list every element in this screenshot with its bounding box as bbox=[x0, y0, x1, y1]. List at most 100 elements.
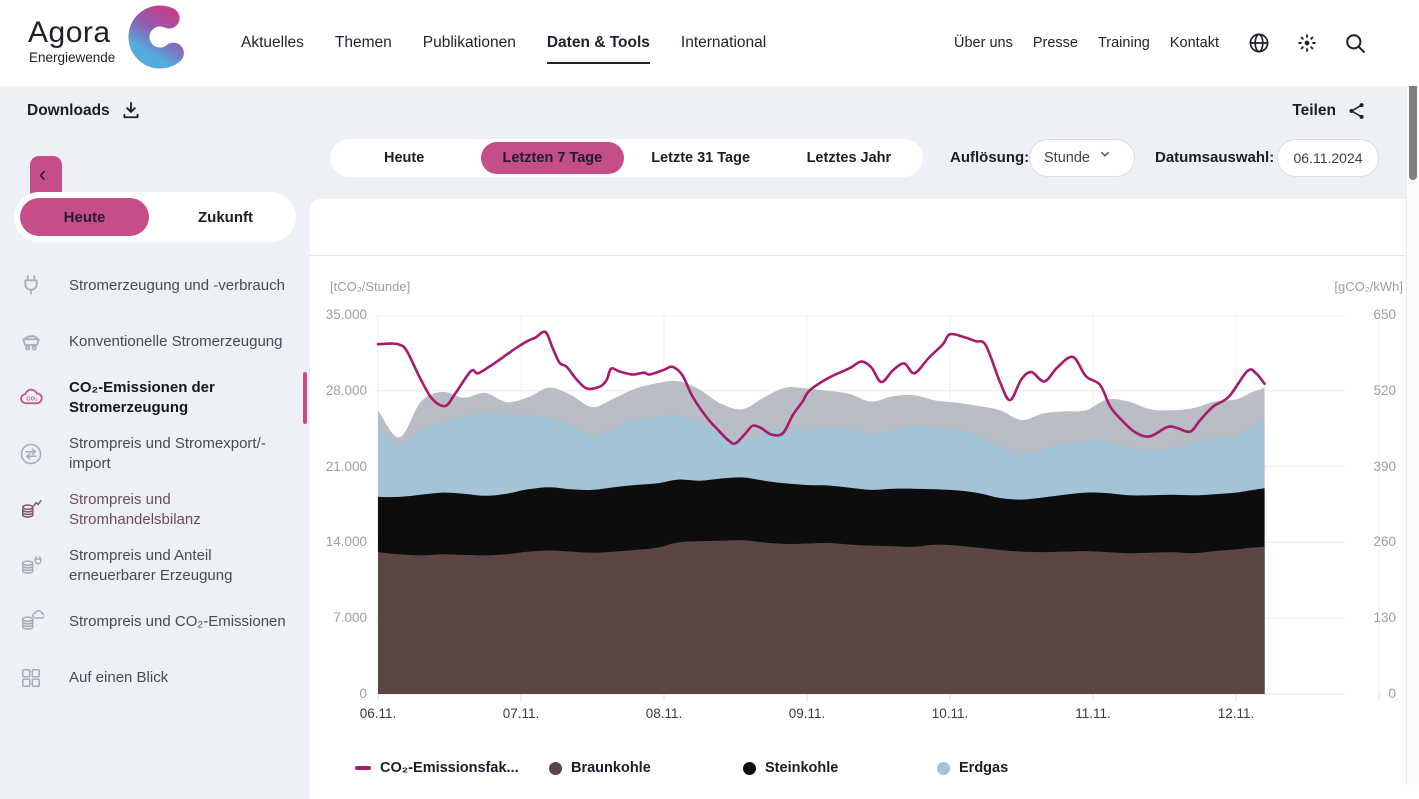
vertical-scrollbar[interactable] bbox=[1406, 0, 1419, 785]
downloads-button[interactable]: Downloads bbox=[27, 100, 142, 122]
brightness-icon[interactable] bbox=[1295, 31, 1319, 55]
main-nav: Aktuelles Themen Publikationen Daten & Tool… bbox=[241, 0, 766, 86]
sidebar-item-co2-emissionen-der-stromerzeugung[interactable]: CO₂ CO₂-Emissionen der Stromerzeugung bbox=[18, 372, 307, 424]
sidebar-item-strompreis-und-anteil-erneuerbarer-erzeugung[interactable]: Strompreis und Anteil erneuerbarer Erzeu… bbox=[18, 546, 307, 586]
left-axis-tick: 21.000 bbox=[325, 458, 367, 474]
nav-item-presse[interactable]: Presse bbox=[1032, 35, 1078, 51]
right-axis-tick: 0 bbox=[1388, 686, 1396, 701]
date-picker-label: Datumsauswahl: bbox=[1155, 149, 1275, 166]
coins-cloud-icon bbox=[18, 609, 44, 635]
sidebar-item-label: Konventionelle Stromerzeugung bbox=[69, 333, 283, 350]
x-axis-tick: 09.11. bbox=[788, 706, 826, 721]
cart-icon bbox=[18, 329, 44, 355]
line-series-co2-emissionsfaktor bbox=[376, 330, 1266, 445]
today-future-toggle: Heute Zukunft bbox=[14, 192, 296, 242]
downloads-label: Downloads bbox=[27, 102, 110, 119]
nav-item-training[interactable]: Training bbox=[1097, 35, 1150, 51]
date-picker-input[interactable]: 06.11.2024 bbox=[1277, 139, 1379, 177]
area-series-braunkohle bbox=[378, 540, 1265, 694]
nav-item-publikationen[interactable]: Publikationen bbox=[422, 34, 516, 51]
sidebar-item-label: Stromerzeugung und -verbrauch bbox=[69, 277, 285, 294]
right-axis-tick: 520 bbox=[1373, 382, 1396, 398]
exchange-icon bbox=[18, 441, 44, 467]
x-axis-tick: 12.11. bbox=[1217, 706, 1255, 721]
share-label: Teilen bbox=[1292, 102, 1336, 119]
legend-label: Braunkohle bbox=[571, 760, 651, 776]
chevron-left-icon bbox=[35, 168, 57, 190]
legend-item-co2-emissionsfak[interactable]: CO₂-Emissionsfak... bbox=[355, 760, 549, 776]
nav-item-kontakt[interactable]: Kontakt bbox=[1169, 35, 1219, 51]
right-axis-tick: 390 bbox=[1373, 458, 1396, 474]
left-axis-tick: 35.000 bbox=[325, 307, 367, 322]
globe-icon[interactable] bbox=[1247, 31, 1271, 55]
sidebar-nav: Stromerzeugung und -verbrauch Konventione… bbox=[18, 266, 307, 698]
nav-item-themen[interactable]: Themen bbox=[334, 34, 392, 51]
left-axis-tick: 0 bbox=[359, 686, 367, 701]
sidebar-item-konventionelle-stromerzeugung[interactable]: Konventionelle Stromerzeugung bbox=[18, 322, 307, 362]
right-axis-unit: [gCO₂/kWh] bbox=[1334, 279, 1403, 294]
header-icon-buttons bbox=[1247, 0, 1367, 86]
sidebar-item-strompreis-und-co2-emissionen[interactable]: Strompreis und CO₂-Emissionen bbox=[18, 602, 307, 642]
grid-icon bbox=[18, 665, 44, 691]
search-icon[interactable] bbox=[1343, 31, 1367, 55]
x-axis-tick: 11.11. bbox=[1075, 706, 1111, 721]
sidebar-item-strompreis-und-stromexport-import[interactable]: Strompreis und Stromexport/-import bbox=[18, 434, 307, 474]
card-divider bbox=[310, 255, 1419, 256]
legend-item-braunkohle[interactable]: Braunkohle bbox=[549, 760, 743, 776]
nav-item-aktuelles[interactable]: Aktuelles bbox=[241, 34, 304, 51]
range-tab-letztes-jahr[interactable]: Letztes Jahr bbox=[806, 150, 892, 166]
sidebar-item-strompreis-und-stromhandelsbilanz[interactable]: Strompreis und Stromhandelsbilanz bbox=[18, 490, 307, 530]
sidebar-item-label: Strompreis und CO₂-Emissionen bbox=[69, 613, 286, 630]
range-tab-letzten-7-tage[interactable]: Letzten 7 Tage bbox=[481, 142, 624, 174]
nav-item-daten-tools[interactable]: Daten & Tools bbox=[546, 30, 650, 64]
toggle-heute[interactable]: Heute bbox=[20, 198, 149, 236]
scrollbar-thumb[interactable] bbox=[1409, 78, 1417, 180]
toggle-zukunft[interactable]: Zukunft bbox=[198, 208, 253, 226]
resolution-select[interactable]: Stunde bbox=[1029, 139, 1135, 177]
share-button[interactable]: Teilen bbox=[1292, 100, 1368, 122]
coins-plug-icon bbox=[18, 553, 44, 579]
legend-dot-swatch bbox=[937, 761, 950, 775]
legend-line-swatch bbox=[355, 765, 371, 771]
logo-subtitle: Energiewende bbox=[29, 50, 116, 65]
agora-logo-mark[interactable] bbox=[127, 4, 193, 75]
plug-icon bbox=[18, 273, 44, 299]
chevron-down-icon bbox=[1098, 147, 1120, 169]
range-tab-letzte-31-tage[interactable]: Letzte 31 Tage bbox=[651, 150, 751, 166]
legend-item-erdgas[interactable]: Erdgas bbox=[937, 760, 1131, 776]
co2-emissions-chart[interactable] bbox=[375, 314, 1400, 707]
co2-cloud-icon: CO₂ bbox=[18, 385, 44, 411]
sidebar-item-stromerzeugung-und-verbrauch[interactable]: Stromerzeugung und -verbrauch bbox=[18, 266, 307, 306]
x-axis-tick: 06.11. bbox=[359, 706, 397, 721]
left-axis-tick: 28.000 bbox=[325, 382, 367, 398]
x-axis-tick: 07.11. bbox=[502, 706, 540, 721]
left-axis-tick: 7.000 bbox=[333, 610, 367, 626]
time-range-tabs: Heute Letzten 7 Tage Letzte 31 Tage Letztes… bbox=[330, 139, 923, 177]
sidebar-item-label: Strompreis und Anteil erneuerbarer Erzeu… bbox=[69, 547, 233, 584]
left-axis-tick: 14.000 bbox=[325, 534, 367, 550]
left-axis-unit: [tCO₂/Stunde] bbox=[330, 279, 411, 294]
secondary-nav: Über uns Presse Training Kontakt bbox=[954, 0, 1219, 86]
x-axis-tick: 10.11. bbox=[931, 706, 969, 721]
nav-item-international[interactable]: International bbox=[680, 34, 767, 51]
resolution-value: Stunde bbox=[1044, 150, 1090, 166]
date-value: 06.11.2024 bbox=[1293, 150, 1363, 166]
sidebar-item-label: CO₂-Emissionen der Stromerzeugung bbox=[69, 379, 215, 416]
chart-legend: CO₂-Emissionsfak... Braunkohle Steinkohle E… bbox=[355, 760, 1131, 776]
share-icon bbox=[1346, 100, 1368, 122]
legend-item-steinkohle[interactable]: Steinkohle bbox=[743, 760, 937, 776]
nav-item-ber-uns[interactable]: Über uns bbox=[953, 35, 1013, 51]
logo-wordmark[interactable]: Agora bbox=[28, 16, 111, 49]
legend-dot-swatch bbox=[549, 761, 562, 775]
legend-dot-swatch bbox=[743, 761, 756, 775]
site-header: Agora Energiewende Aktuelles Themen Publik… bbox=[0, 0, 1419, 86]
download-icon bbox=[120, 100, 142, 122]
legend-label: Erdgas bbox=[959, 760, 1009, 776]
svg-text:CO₂: CO₂ bbox=[26, 397, 38, 403]
x-axis-tick: 08.11. bbox=[645, 706, 683, 721]
sidebar-item-label: Strompreis und Stromhandelsbilanz bbox=[69, 491, 201, 528]
range-tab-heute[interactable]: Heute bbox=[383, 150, 425, 166]
sidebar-item-auf-einen-blick[interactable]: Auf einen Blick bbox=[18, 658, 307, 698]
sidebar-item-label: Auf einen Blick bbox=[69, 669, 169, 686]
